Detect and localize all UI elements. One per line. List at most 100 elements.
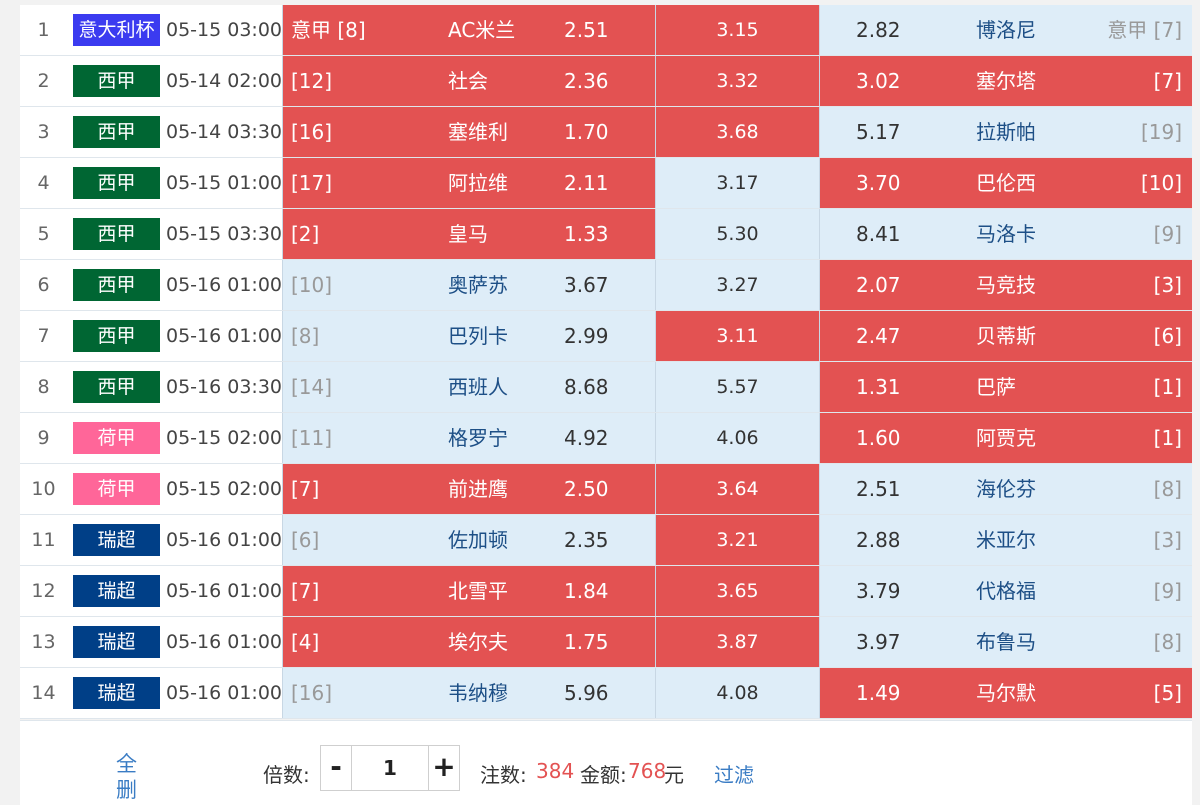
draw-odds: 3.87 — [716, 631, 759, 653]
draw-option[interactable]: 3.11 — [655, 311, 819, 361]
match-row: 7 西甲 05-16 01:00 [8] 巴列卡 2.99 3.11 2.47 贝蒂斯 [6] — [20, 311, 1192, 362]
away-win-option[interactable]: 2.51 海伦芬 [8] — [819, 464, 1192, 514]
league-cell: 西甲 — [73, 362, 160, 412]
home-rank: [17] — [291, 171, 333, 195]
league-cell: 瑞超 — [73, 668, 160, 718]
home-win-option[interactable]: [14] 西班人 8.68 — [282, 362, 655, 412]
home-odds: 2.51 — [564, 18, 609, 42]
home-team: AC米兰 — [448, 18, 516, 42]
home-win-option[interactable]: [12] 社会 2.36 — [282, 56, 655, 106]
increase-button[interactable]: + — [428, 746, 459, 790]
draw-option[interactable]: 3.15 — [655, 5, 819, 55]
away-win-option[interactable]: 3.79 代格福 [9] — [819, 566, 1192, 616]
league-cell: 西甲 — [73, 56, 160, 106]
away-win-option[interactable]: 1.31 巴萨 [1] — [819, 362, 1192, 412]
home-win-option[interactable]: [16] 塞维利 1.70 — [282, 107, 655, 157]
away-win-option[interactable]: 2.88 米亚尔 [3] — [819, 515, 1192, 565]
home-win-option[interactable]: 意甲 [8] AC米兰 2.51 — [282, 5, 655, 55]
home-odds: 1.84 — [564, 579, 609, 603]
draw-odds: 4.08 — [716, 682, 759, 704]
away-rank: [1] — [1153, 375, 1182, 399]
draw-odds: 3.17 — [716, 172, 759, 194]
away-win-option[interactable]: 1.60 阿贾克 [1] — [819, 413, 1192, 463]
league-badge: 西甲 — [73, 116, 160, 148]
decrease-button[interactable]: - — [321, 746, 352, 790]
match-row: 13 瑞超 05-16 01:00 [4] 埃尔夫 1.75 3.87 3.97 布鲁马 [8] — [20, 617, 1192, 668]
draw-option[interactable]: 3.27 — [655, 260, 819, 310]
league-cell: 西甲 — [73, 311, 160, 361]
away-win-option[interactable]: 3.02 塞尔塔 [7] — [819, 56, 1192, 106]
home-win-option[interactable]: [6] 佐加顿 2.35 — [282, 515, 655, 565]
away-team: 塞尔塔 — [976, 69, 1036, 93]
home-win-option[interactable]: [16] 韦纳穆 5.96 — [282, 668, 655, 718]
away-win-option[interactable]: 8.41 马洛卡 [9] — [819, 209, 1192, 259]
home-win-option[interactable]: [7] 前进鹰 2.50 — [282, 464, 655, 514]
league-badge: 瑞超 — [73, 524, 160, 556]
match-number: 4 — [37, 172, 50, 194]
league-cell: 瑞超 — [73, 515, 160, 565]
away-win-option[interactable]: 2.07 马竞技 [3] — [819, 260, 1192, 310]
match-number: 8 — [37, 376, 50, 398]
draw-odds: 5.57 — [716, 376, 759, 398]
home-odds: 2.50 — [564, 477, 609, 501]
home-rank: [6] — [291, 528, 320, 552]
draw-option[interactable]: 3.65 — [655, 566, 819, 616]
league-badge: 西甲 — [73, 371, 160, 403]
away-win-option[interactable]: 2.82 博洛尼 意甲 [7] — [819, 5, 1192, 55]
home-team: 奥萨苏 — [448, 273, 508, 297]
away-win-option[interactable]: 5.17 拉斯帕 [19] — [819, 107, 1192, 157]
draw-odds: 3.15 — [716, 19, 759, 41]
home-rank: [8] — [291, 324, 320, 348]
league-cell: 西甲 — [73, 260, 160, 310]
away-win-option[interactable]: 3.97 布鲁马 [8] — [819, 617, 1192, 667]
clear-all-button[interactable]: 全删 — [116, 752, 137, 802]
match-number: 9 — [37, 427, 50, 449]
draw-option[interactable]: 5.30 — [655, 209, 819, 259]
multiplier-stepper: - + — [320, 745, 460, 791]
match-time: 05-14 03:30 — [166, 121, 283, 143]
home-win-option[interactable]: [8] 巴列卡 2.99 — [282, 311, 655, 361]
away-rank: [3] — [1153, 528, 1182, 552]
away-odds: 3.79 — [856, 579, 901, 603]
match-number: 3 — [37, 121, 50, 143]
draw-option[interactable]: 3.17 — [655, 158, 819, 208]
draw-option[interactable]: 3.32 — [655, 56, 819, 106]
home-win-option[interactable]: [17] 阿拉维 2.11 — [282, 158, 655, 208]
home-win-option[interactable]: [11] 格罗宁 4.92 — [282, 413, 655, 463]
filter-link[interactable]: 过滤 — [714, 763, 754, 787]
draw-odds: 3.32 — [716, 70, 759, 92]
away-rank: [8] — [1153, 630, 1182, 654]
draw-option[interactable]: 4.08 — [655, 668, 819, 718]
home-win-option[interactable]: [2] 皇马 1.33 — [282, 209, 655, 259]
draw-option[interactable]: 3.68 — [655, 107, 819, 157]
away-rank: [19] — [1140, 120, 1182, 144]
home-rank: [14] — [291, 375, 333, 399]
league-badge: 西甲 — [73, 218, 160, 250]
home-team: 前进鹰 — [448, 477, 508, 501]
home-win-option[interactable]: [10] 奥萨苏 3.67 — [282, 260, 655, 310]
match-time: 05-16 01:00 — [166, 325, 283, 347]
draw-option[interactable]: 3.64 — [655, 464, 819, 514]
home-win-option[interactable]: [7] 北雪平 1.84 — [282, 566, 655, 616]
away-rank: [10] — [1140, 171, 1182, 195]
multiplier-input[interactable] — [352, 746, 428, 790]
match-row: 10 荷甲 05-15 02:00 [7] 前进鹰 2.50 3.64 2.51 海伦芬 [8] — [20, 464, 1192, 515]
match-time: 05-15 02:00 — [166, 427, 283, 449]
away-win-option[interactable]: 1.49 马尔默 [5] — [819, 668, 1192, 718]
away-win-option[interactable]: 3.70 巴伦西 [10] — [819, 158, 1192, 208]
draw-option[interactable]: 4.06 — [655, 413, 819, 463]
away-win-option[interactable]: 2.47 贝蒂斯 [6] — [819, 311, 1192, 361]
home-win-option[interactable]: [4] 埃尔夫 1.75 — [282, 617, 655, 667]
away-team: 贝蒂斯 — [976, 324, 1036, 348]
home-team: 社会 — [448, 69, 488, 93]
match-row: 12 瑞超 05-16 01:00 [7] 北雪平 1.84 3.65 3.79 代格福 [9] — [20, 566, 1192, 617]
home-rank: [10] — [291, 273, 333, 297]
match-time: 05-16 01:00 — [166, 274, 283, 296]
match-row: 8 西甲 05-16 03:30 [14] 西班人 8.68 5.57 1.31 巴萨 [1] — [20, 362, 1192, 413]
draw-option[interactable]: 3.21 — [655, 515, 819, 565]
home-rank: [12] — [291, 69, 333, 93]
league-cell: 荷甲 — [73, 413, 160, 463]
league-badge: 荷甲 — [73, 473, 160, 505]
draw-option[interactable]: 5.57 — [655, 362, 819, 412]
draw-option[interactable]: 3.87 — [655, 617, 819, 667]
